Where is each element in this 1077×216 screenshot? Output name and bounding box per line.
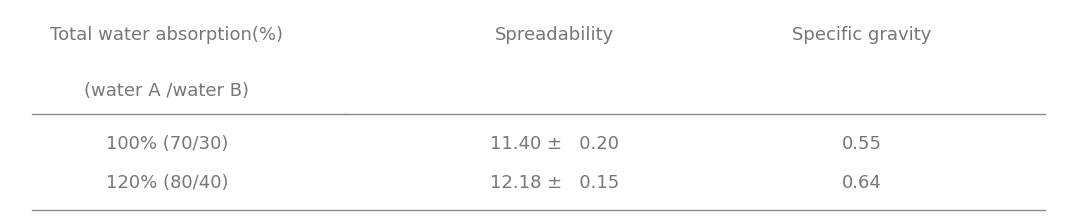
Text: 120% (80/40): 120% (80/40) [106, 173, 228, 192]
Text: (water A /water B): (water A /water B) [84, 82, 250, 100]
Text: 12.18 ±   0.15: 12.18 ± 0.15 [490, 173, 619, 192]
Text: 0.64: 0.64 [841, 173, 882, 192]
Text: 100% (70/30): 100% (70/30) [106, 135, 228, 153]
Text: Spreadability: Spreadability [495, 26, 614, 44]
Text: Total water absorption(%): Total water absorption(%) [51, 26, 283, 44]
Text: Specific gravity: Specific gravity [792, 26, 932, 44]
Text: 0.55: 0.55 [841, 135, 882, 153]
Text: 11.40 ±   0.20: 11.40 ± 0.20 [490, 135, 619, 153]
